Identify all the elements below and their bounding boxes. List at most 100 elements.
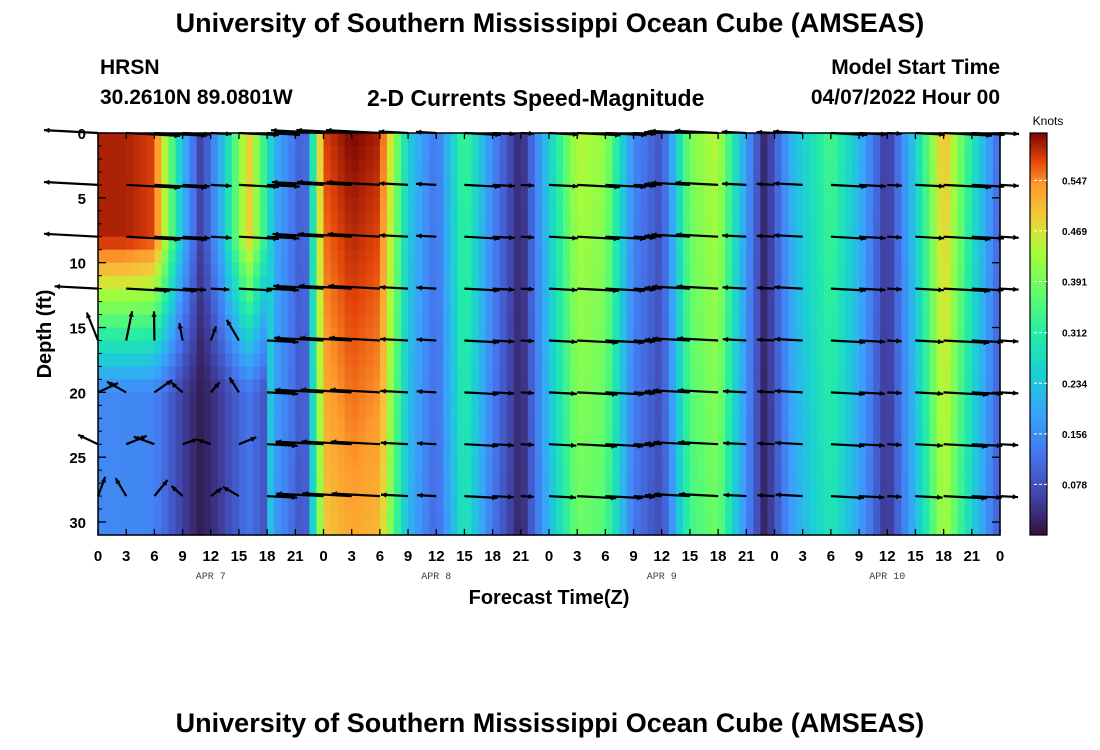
heatmap-cell (774, 509, 783, 523)
heatmap-cell (887, 496, 895, 510)
heatmap-cell (992, 340, 1001, 355)
heatmap-cell (647, 457, 656, 471)
heatmap-cell (189, 301, 198, 316)
heatmap-cell (386, 431, 395, 445)
heatmap-cell (978, 522, 987, 536)
heatmap-cell (816, 522, 825, 536)
heatmap-cell (767, 275, 776, 290)
heatmap-cell (541, 145, 550, 160)
heatmap-cell (527, 314, 536, 329)
heatmap-cell (365, 262, 374, 277)
heatmap-cell (408, 314, 416, 329)
heatmap-cell (401, 353, 409, 368)
heatmap-cell (408, 145, 416, 160)
heatmap-cell (105, 223, 113, 238)
heatmap-cell (260, 340, 268, 355)
heatmap-cell (556, 366, 564, 380)
heatmap-cell (556, 288, 564, 303)
heatmap-cell (281, 457, 289, 471)
heatmap-cell (478, 197, 487, 212)
heatmap-cell (224, 288, 233, 303)
heatmap-cell (182, 353, 191, 368)
current-vector (887, 493, 902, 500)
heatmap-cell (563, 496, 571, 510)
model-start-label: Model Start Time (831, 56, 1000, 79)
current-vector (520, 182, 535, 188)
heatmap-cell (992, 522, 1001, 536)
day-label: APR 7 (196, 572, 226, 583)
x-axis-title: Forecast Time(Z) (469, 587, 630, 609)
heatmap-cell (887, 171, 895, 186)
heatmap-cell (957, 301, 966, 316)
heatmap-cell (696, 275, 705, 290)
heatmap-cell (133, 145, 141, 160)
heatmap-cell (725, 327, 733, 342)
heatmap-cell (408, 483, 416, 497)
heatmap-cell (175, 327, 184, 342)
heatmap-cell (492, 275, 501, 290)
heatmap-cell (245, 197, 254, 212)
heatmap-cell (267, 444, 275, 458)
heatmap-cell (739, 145, 747, 160)
heatmap-cell (830, 210, 839, 225)
heatmap-cell (598, 353, 606, 368)
heatmap-cell (203, 327, 212, 342)
heatmap-cell (675, 262, 684, 277)
heatmap-cell (549, 275, 557, 290)
heatmap-cell (556, 522, 564, 536)
heatmap-cell (499, 392, 508, 406)
heatmap-cell (859, 457, 867, 471)
heatmap-cell (689, 405, 698, 419)
heatmap-cell (245, 288, 254, 303)
heatmap-cell (549, 457, 557, 471)
heatmap-cell (682, 223, 691, 238)
heatmap-cell (739, 158, 747, 173)
heatmap-cell (260, 366, 268, 380)
heatmap-cell (922, 275, 931, 290)
day-label: APR 9 (647, 572, 677, 583)
heatmap-cell (520, 340, 529, 355)
heatmap-cell (506, 301, 515, 316)
heatmap-cell (506, 392, 515, 406)
heatmap-cell (154, 379, 163, 393)
heatmap-cell (612, 444, 621, 458)
heatmap-cell (739, 314, 747, 329)
heatmap-cell (429, 184, 437, 199)
heatmap-cell (238, 418, 247, 432)
heatmap-cell (189, 171, 198, 186)
heatmap-cell (337, 145, 346, 160)
heatmap-cell (844, 353, 853, 368)
heatmap-cell (584, 314, 592, 329)
heatmap-cell (224, 158, 233, 173)
heatmap-cell (119, 288, 127, 303)
heatmap-cell (140, 145, 148, 160)
heatmap-cell (584, 236, 592, 251)
heatmap-cell (971, 223, 980, 238)
heatmap-cell (887, 457, 895, 471)
heatmap-cell (415, 405, 423, 419)
heatmap-cell (866, 197, 874, 212)
current-vector (96, 476, 107, 497)
heatmap-cell (344, 262, 353, 277)
heatmap-cell (175, 314, 184, 329)
y-tick-label: 30 (69, 515, 86, 532)
heatmap-cell (309, 275, 318, 290)
heatmap-cell (570, 496, 578, 510)
heatmap-cell (140, 444, 148, 458)
heatmap-cell (443, 431, 451, 445)
x-tick-label: 0 (545, 548, 553, 565)
heatmap-cell (238, 405, 247, 419)
heatmap-cell (591, 249, 599, 264)
heatmap-cell (231, 210, 240, 225)
heatmap-cell (957, 262, 966, 277)
heatmap-cell (788, 457, 797, 471)
heatmap-cell (922, 314, 931, 329)
heatmap-cell (957, 133, 966, 147)
heatmap-cell (245, 379, 254, 393)
heatmap-cell (908, 405, 917, 419)
heatmap-cell (837, 197, 846, 212)
heatmap-cell (760, 405, 769, 419)
heatmap-cell (154, 236, 163, 251)
heatmap-cell (767, 184, 776, 199)
heatmap-cell (372, 418, 381, 432)
